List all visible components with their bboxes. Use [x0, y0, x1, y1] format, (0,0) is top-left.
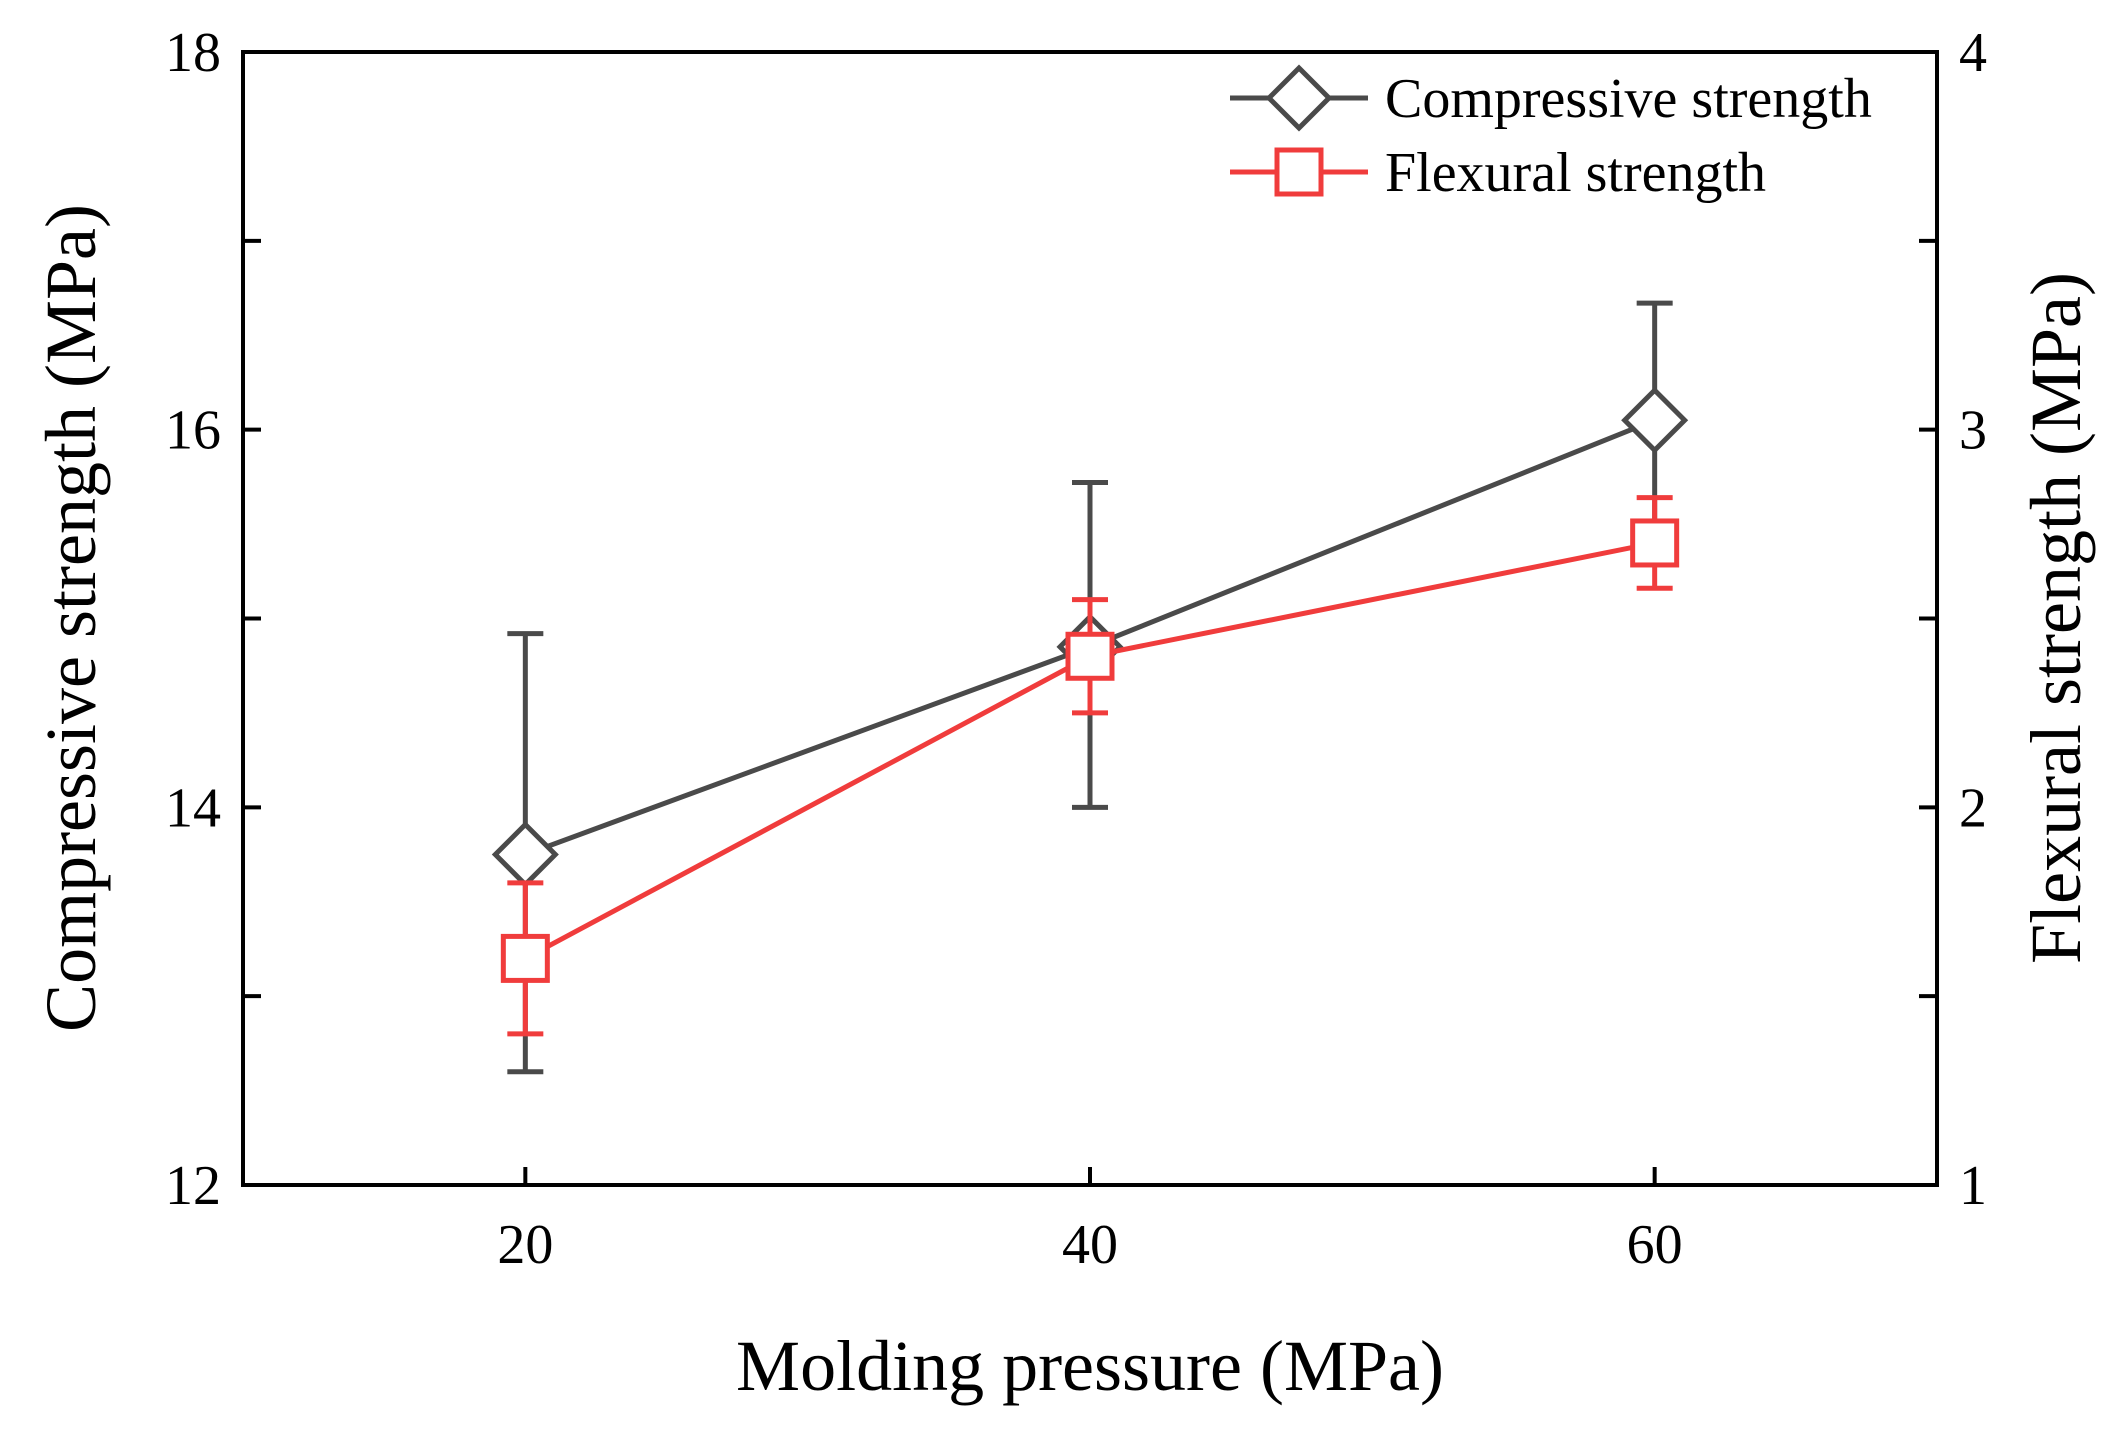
- legend-item-compressive-strength: Compressive strength: [1230, 64, 1872, 132]
- y2-tick-label: 3: [1959, 400, 1987, 462]
- legend-label: Flexural strength: [1385, 142, 1766, 204]
- y-tick-label: 16: [165, 400, 221, 462]
- legend-marker: [1265, 64, 1333, 132]
- y-axis-title: Compressive strength (MPa): [31, 204, 111, 1032]
- x-tick-label: 60: [1627, 1214, 1683, 1276]
- y-tick-label: 12: [165, 1155, 221, 1217]
- y-tick-label: 18: [165, 22, 221, 84]
- legend-label: Compressive strength: [1385, 68, 1872, 130]
- flexural-strength-point: [1630, 518, 1680, 568]
- flexural-strength-series: [500, 495, 1680, 1037]
- legend-marker: [1274, 147, 1324, 197]
- x-axis-title: Molding pressure (MPa): [736, 1326, 1444, 1406]
- y2-tick-label: 1: [1959, 1155, 1987, 1217]
- y-tick-label: 14: [165, 777, 221, 839]
- flexural-strength-point: [500, 933, 550, 983]
- legend-item-flexural-strength: Flexural strength: [1230, 142, 1766, 204]
- x-tick-label: 20: [497, 1214, 553, 1276]
- series-layer: [491, 300, 1689, 1075]
- y2-tick-label: 2: [1959, 777, 1987, 839]
- compressive-strength-point: [1621, 386, 1689, 454]
- x-tick-label: 40: [1062, 1214, 1118, 1276]
- y2-tick-label: 4: [1959, 22, 1987, 84]
- compressive-strength-point: [491, 821, 559, 889]
- flexural-strength-point: [1065, 631, 1115, 681]
- y2-axis-title: Flexural strength (MPa): [2016, 272, 2096, 964]
- legend: Compressive strength Flexural strength: [1230, 64, 1872, 204]
